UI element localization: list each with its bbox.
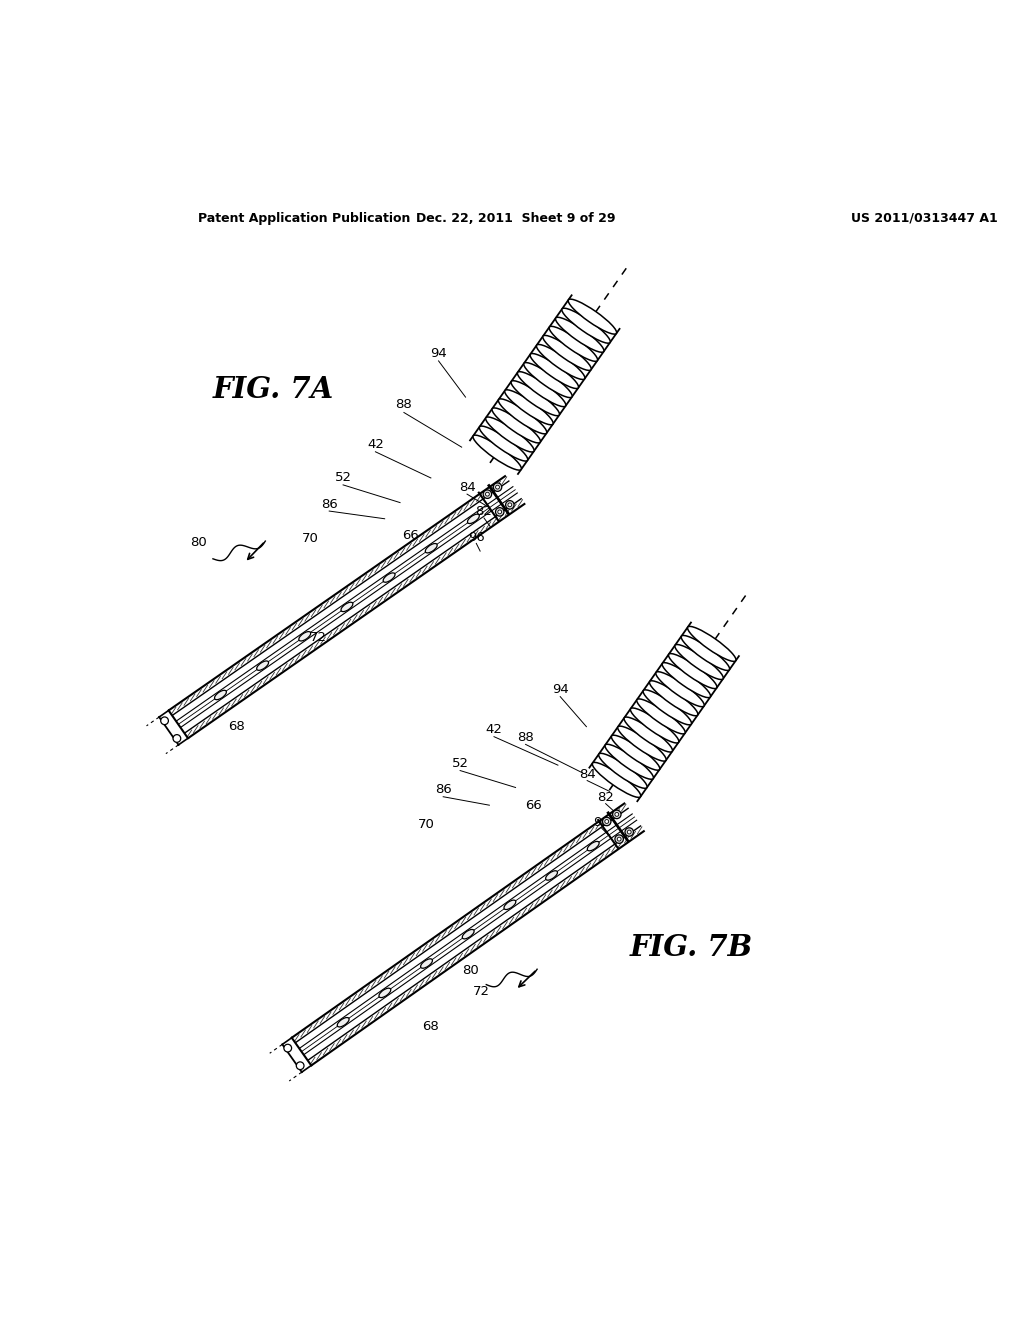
Ellipse shape [562,308,610,343]
Text: 42: 42 [367,438,384,451]
Ellipse shape [462,929,474,939]
Text: 84: 84 [459,480,475,494]
Circle shape [498,510,502,513]
Circle shape [614,813,618,816]
Circle shape [506,500,514,510]
Text: 66: 66 [401,529,419,543]
Circle shape [625,828,634,837]
Ellipse shape [675,644,723,680]
Ellipse shape [511,380,559,416]
Text: 52: 52 [335,471,351,484]
Ellipse shape [479,426,527,461]
Text: 96: 96 [594,816,610,829]
Ellipse shape [631,708,679,743]
Ellipse shape [517,372,566,407]
Ellipse shape [505,389,553,425]
Ellipse shape [537,345,585,379]
Circle shape [483,490,492,499]
Circle shape [284,1044,292,1052]
Text: 94: 94 [430,347,446,360]
Text: 68: 68 [423,1019,439,1032]
Ellipse shape [492,408,541,444]
Ellipse shape [530,354,579,388]
Ellipse shape [588,841,599,851]
Ellipse shape [681,635,730,671]
Ellipse shape [592,763,641,797]
Ellipse shape [655,672,705,706]
Text: FIG. 7B: FIG. 7B [630,933,753,962]
Text: 42: 42 [485,723,503,737]
Text: Patent Application Publication: Patent Application Publication [199,213,411,224]
Circle shape [496,486,500,490]
Ellipse shape [257,661,268,671]
Ellipse shape [337,1018,349,1027]
Ellipse shape [341,602,353,611]
Ellipse shape [504,900,516,909]
Ellipse shape [485,417,535,451]
Ellipse shape [555,317,604,352]
Text: FIG. 7A: FIG. 7A [212,375,334,404]
Text: 96: 96 [468,531,484,544]
Ellipse shape [523,363,572,397]
Ellipse shape [546,871,557,880]
Text: US 2011/0313447 A1: US 2011/0313447 A1 [851,213,997,224]
Ellipse shape [214,690,226,700]
Circle shape [617,837,622,841]
Text: 52: 52 [452,758,469,770]
Text: 86: 86 [321,498,338,511]
Text: 80: 80 [463,964,479,977]
Ellipse shape [299,631,310,642]
Circle shape [485,492,489,496]
Text: 72: 72 [473,985,490,998]
Text: 82: 82 [597,791,614,804]
Ellipse shape [687,627,736,661]
Text: Dec. 22, 2011  Sheet 9 of 29: Dec. 22, 2011 Sheet 9 of 29 [416,213,615,224]
Text: 70: 70 [418,818,434,832]
Circle shape [508,503,512,507]
Ellipse shape [568,300,616,334]
Text: 90: 90 [664,697,680,710]
Ellipse shape [624,717,673,752]
Text: 72: 72 [310,631,327,644]
Ellipse shape [549,326,598,362]
Ellipse shape [611,735,659,770]
Ellipse shape [599,754,647,788]
Ellipse shape [499,399,547,434]
Circle shape [496,508,504,516]
Text: 88: 88 [395,399,413,412]
Ellipse shape [637,698,685,734]
Text: 70: 70 [301,532,318,545]
Circle shape [612,810,621,818]
Ellipse shape [649,681,698,715]
Circle shape [494,483,502,491]
Ellipse shape [383,573,395,582]
Text: 68: 68 [228,721,245,733]
Text: 90: 90 [538,400,555,413]
Text: 88: 88 [517,731,534,744]
Ellipse shape [663,663,711,698]
Text: 86: 86 [435,783,452,796]
Ellipse shape [421,958,432,969]
Circle shape [296,1061,304,1069]
Text: 80: 80 [189,536,207,549]
Ellipse shape [643,690,691,725]
Ellipse shape [473,436,521,470]
Text: 94: 94 [552,684,568,696]
Text: 66: 66 [525,799,542,812]
Ellipse shape [605,744,653,779]
Ellipse shape [669,653,717,689]
Ellipse shape [379,989,391,998]
Circle shape [602,817,611,826]
Ellipse shape [425,544,437,553]
Circle shape [605,820,608,824]
Circle shape [628,830,631,834]
Ellipse shape [617,726,667,762]
Text: 82: 82 [475,506,493,519]
Circle shape [161,717,168,725]
Ellipse shape [467,515,479,524]
Text: 84: 84 [579,768,596,781]
Circle shape [173,735,180,742]
Ellipse shape [543,335,591,371]
Circle shape [614,834,624,843]
